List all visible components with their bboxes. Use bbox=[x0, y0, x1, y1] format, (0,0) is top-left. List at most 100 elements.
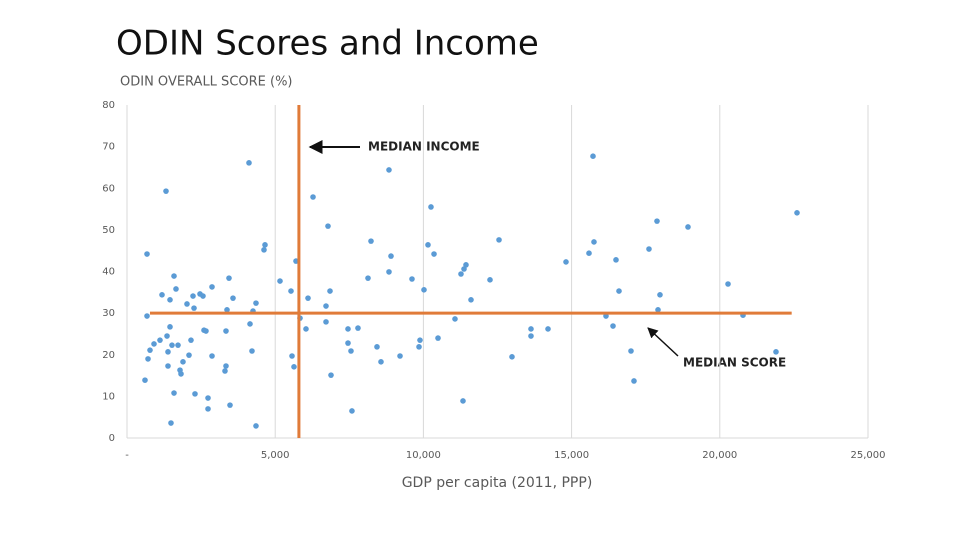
median-lines bbox=[149, 105, 792, 438]
point bbox=[368, 238, 374, 244]
point bbox=[386, 269, 392, 275]
point bbox=[386, 167, 392, 173]
point bbox=[277, 278, 283, 284]
point bbox=[425, 242, 431, 248]
chart-title: ODIN Scores and Income bbox=[116, 24, 539, 64]
point bbox=[171, 273, 177, 279]
point bbox=[616, 288, 622, 294]
y-tick-label: 80 bbox=[102, 100, 115, 111]
point bbox=[144, 313, 150, 319]
x-tick-label: 25,000 bbox=[851, 450, 886, 461]
point bbox=[374, 344, 380, 350]
point bbox=[409, 276, 415, 282]
point bbox=[794, 210, 800, 216]
x-tick-label: 10,000 bbox=[406, 450, 441, 461]
point bbox=[291, 364, 297, 370]
y-tick-label: 0 bbox=[109, 433, 115, 444]
point bbox=[610, 323, 616, 329]
point bbox=[421, 287, 427, 293]
point bbox=[545, 326, 551, 332]
y-tick-label: 70 bbox=[102, 142, 115, 153]
grid bbox=[126, 105, 869, 439]
point bbox=[164, 333, 170, 339]
point bbox=[773, 349, 779, 355]
point bbox=[165, 349, 171, 355]
point bbox=[188, 337, 194, 343]
point bbox=[327, 288, 333, 294]
point bbox=[165, 363, 171, 369]
point bbox=[203, 328, 209, 334]
marks bbox=[142, 153, 800, 429]
point bbox=[249, 348, 255, 354]
point bbox=[528, 333, 534, 339]
x-tick-label: - bbox=[125, 450, 129, 461]
y-tick-label: 30 bbox=[102, 308, 115, 319]
point bbox=[325, 223, 331, 229]
point bbox=[655, 306, 661, 313]
x-tick-label: 5,000 bbox=[261, 450, 290, 461]
point bbox=[151, 341, 157, 347]
point bbox=[205, 395, 211, 401]
point bbox=[416, 344, 422, 350]
point bbox=[461, 266, 467, 272]
point bbox=[168, 420, 174, 426]
point bbox=[293, 258, 299, 264]
x-tick-label: 15,000 bbox=[554, 450, 589, 461]
point bbox=[657, 292, 663, 298]
point bbox=[169, 342, 175, 348]
point bbox=[157, 337, 163, 343]
point bbox=[496, 237, 502, 243]
point bbox=[613, 257, 619, 263]
point bbox=[205, 406, 211, 412]
point bbox=[428, 204, 434, 210]
point bbox=[591, 239, 597, 245]
point bbox=[253, 423, 259, 429]
point bbox=[323, 303, 329, 309]
point bbox=[200, 293, 206, 299]
annotation-arrow bbox=[647, 327, 679, 357]
point bbox=[253, 300, 259, 306]
x-axis-label: GDP per capita (2011, PPP) bbox=[402, 475, 593, 491]
point bbox=[262, 242, 268, 248]
point bbox=[223, 328, 229, 334]
point bbox=[458, 271, 464, 277]
point bbox=[142, 377, 148, 383]
point bbox=[378, 359, 384, 365]
point bbox=[348, 348, 354, 354]
point bbox=[173, 286, 179, 292]
point bbox=[646, 246, 652, 252]
point bbox=[487, 277, 493, 283]
point bbox=[590, 153, 596, 159]
point bbox=[417, 337, 423, 343]
point bbox=[159, 292, 165, 298]
point bbox=[247, 321, 253, 327]
point bbox=[175, 342, 181, 348]
point bbox=[191, 305, 197, 311]
point bbox=[227, 402, 233, 408]
point bbox=[224, 306, 230, 313]
point bbox=[145, 356, 151, 362]
point bbox=[603, 313, 609, 319]
point bbox=[654, 218, 660, 224]
y-tick-label: 60 bbox=[102, 183, 115, 194]
point bbox=[223, 363, 229, 369]
point bbox=[586, 250, 592, 256]
point bbox=[323, 319, 329, 325]
point bbox=[305, 295, 311, 301]
point bbox=[190, 293, 196, 299]
point bbox=[147, 347, 153, 353]
y-axis-label: ODIN OVERALL SCORE (%) bbox=[120, 75, 293, 90]
point bbox=[209, 284, 215, 290]
point bbox=[563, 259, 569, 265]
point bbox=[345, 340, 351, 346]
point bbox=[631, 378, 637, 384]
y-tick-label: 50 bbox=[102, 225, 115, 236]
point bbox=[725, 281, 731, 287]
point bbox=[144, 251, 150, 257]
point bbox=[171, 390, 177, 396]
point bbox=[167, 297, 173, 303]
point bbox=[365, 275, 371, 281]
point bbox=[435, 335, 441, 341]
point bbox=[388, 253, 394, 259]
